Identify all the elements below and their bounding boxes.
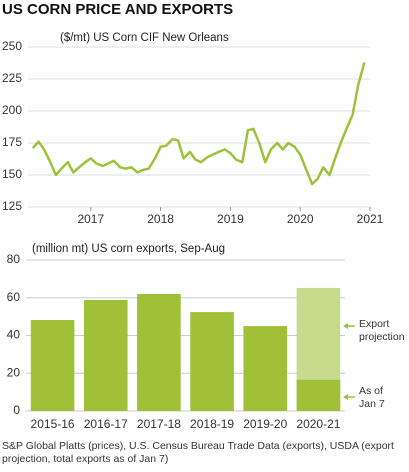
price-line	[31, 62, 366, 186]
x-tick-label: 2018	[147, 212, 174, 226]
chart-subtitle: (million mt) US corn exports, Sep-Aug	[32, 243, 225, 255]
y-tick-label: 20	[7, 365, 21, 379]
arrowhead	[343, 394, 348, 400]
bar	[83, 300, 128, 411]
y-tick-label: 150	[2, 167, 22, 181]
bar	[190, 312, 234, 411]
source: S&P Global Platts (prices), U.S. Census …	[2, 440, 394, 465]
x-tick-label: 2019	[217, 212, 244, 226]
bar	[137, 293, 181, 411]
y-tick-label: 250	[2, 39, 22, 53]
x-tick-label: 2015-16	[31, 417, 75, 431]
x-tick-label: 2019-20	[243, 417, 287, 431]
x-tick-label: 2020-21	[296, 417, 340, 431]
y-tick-label: 60	[7, 290, 21, 304]
x-tick-label: 2017	[77, 212, 104, 226]
chart-title: US CORN PRICE AND EXPORTS	[2, 1, 233, 18]
annotation: As of Jan 7	[359, 385, 385, 410]
annotation: Export projection	[359, 318, 405, 343]
x-tick-label: 2021	[357, 212, 384, 226]
y-tick-label: 200	[2, 103, 22, 117]
x-tick-label: 2018-19	[190, 417, 234, 431]
y-tick-label: 175	[2, 135, 22, 149]
y-tick-label: 225	[2, 71, 22, 85]
x-tick-label: 2017-18	[137, 417, 181, 431]
chart-subtitle: ($/mt) US Corn CIF New Orleans	[60, 32, 229, 44]
y-tick-label: 0	[13, 403, 20, 417]
arrowhead	[343, 323, 348, 329]
bar	[243, 326, 288, 411]
bar	[30, 320, 75, 411]
x-tick-label: 2016-17	[84, 417, 128, 431]
y-tick-label: 40	[7, 328, 21, 342]
y-tick-label: 80	[7, 252, 21, 266]
y-tick-label: 125	[2, 199, 22, 213]
x-tick-label: 2020	[287, 212, 314, 226]
bar	[296, 379, 341, 411]
chart: US CORN PRICE AND EXPORTS ($/mt) US Corn…	[2, 1, 384, 431]
